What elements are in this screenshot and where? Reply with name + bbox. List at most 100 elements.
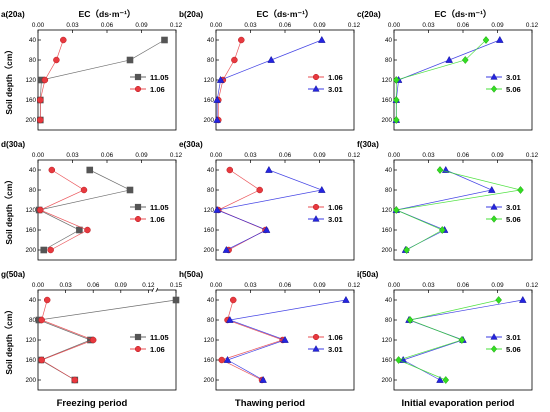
panel-f30a-legend-5-06-marker <box>490 215 498 223</box>
panel-e30a-series-1-06-line <box>217 169 267 251</box>
panel-c20a-series-5-06-point <box>461 56 469 64</box>
panel-a20a-legend-1-06-marker <box>134 85 142 93</box>
panel-a20a-ytick-label: 120 <box>25 77 36 84</box>
panel-f30a-xtick-label: 0.03 <box>422 152 435 159</box>
panel-h50a-xtick-label: 0.00 <box>210 282 223 289</box>
panel-a20a-legend-label: 11.05 <box>150 73 169 82</box>
panel-c20a-ytick-label: 120 <box>381 77 392 84</box>
panel-a20a-series-1-06-point <box>60 36 67 44</box>
panel-b20a-series-1-06-point <box>238 36 245 44</box>
panel-h50a-ytick-label: 80 <box>207 317 215 324</box>
panel-f30a-legend-3-01-marker <box>490 203 498 210</box>
panel-b20a: 0.00 0.03 0.06 0.09 0.12 40 80 120 160 200 b(20a) E… <box>179 9 361 131</box>
panel-f30a-series-5-06-point <box>392 206 400 214</box>
panel-e30a-legend-3-01-marker <box>312 215 320 222</box>
panel-h50a-xtick-label: 0.12 <box>348 282 361 289</box>
panel-d30a-xtick-label: 0.00 <box>32 152 45 159</box>
panel-f30a-label: f(30a) <box>357 140 379 149</box>
panel-f30a-ytick-label: 160 <box>381 227 392 234</box>
panel-i50a-ytick-label: 200 <box>381 377 392 384</box>
panel-f30a-series-5-06-point <box>438 226 446 234</box>
panel-i50a-series-5-06-point <box>495 296 502 304</box>
panel-h50a-xtick-label: 0.06 <box>279 282 292 289</box>
panel-f30a-xtick-label: 0.00 <box>388 152 401 159</box>
panel-d30a-series-11-05-line <box>38 169 132 251</box>
panel-i50a-series-5-06-line <box>397 299 499 381</box>
panel-a20a-series-1-06-point <box>37 116 44 124</box>
panel-h50a-series-3-01-point <box>223 355 232 363</box>
panel-d30a-series-1-06-line <box>39 169 89 251</box>
panel-f30a-ytick-label: 80 <box>385 187 393 194</box>
panel-g50a-axis-break-mark <box>151 287 155 293</box>
panel-c20a-xtick-label: 0.09 <box>491 22 504 29</box>
panel-d30a-ytick-label: 160 <box>25 227 36 234</box>
panel-h50a-ytick-label: 40 <box>207 297 215 304</box>
panel-h50a-series-3-01-point <box>342 295 350 303</box>
panel-g50a-ytick-label: 80 <box>29 317 37 324</box>
panel-e30a-series-3-01-point <box>317 185 326 193</box>
panel-d30a: 0.00 0.03 0.06 0.09 0.12 40 80 120 160 200 d(30a) S… <box>1 140 183 261</box>
panel-e30a-xtick-label: 0.00 <box>210 152 223 159</box>
panel-b20a-ytick-label: 120 <box>203 77 214 84</box>
panel-f30a-legend-label: 5.06 <box>506 215 521 224</box>
panel-e30a-xtick-label: 0.12 <box>348 152 361 159</box>
panel-h50a-xtick-label: 0.09 <box>313 282 326 289</box>
panel-i50a-series-3-01-point <box>436 375 444 383</box>
panel-c20a-xtick-label: 0.12 <box>526 22 539 29</box>
panel-g50a-series-1-06-point <box>89 336 97 344</box>
panel-a20a-xtick-label: 0.00 <box>32 22 45 29</box>
panel-a20a-legend-11-05-marker <box>134 73 142 81</box>
column-label-initial-evaporation: Initial evaporation period <box>402 398 515 409</box>
panel-d30a-legend-label: 1.06 <box>150 215 165 224</box>
panel-e30a-legend-1-06-marker <box>312 203 320 211</box>
panel-i50a-xtick-label: 0.03 <box>422 282 435 289</box>
panel-e30a-xtick-label: 0.06 <box>279 152 292 159</box>
panel-e30a: 0.00 0.03 0.06 0.09 0.12 40 80 120 160 200 e(30a) 1… <box>179 140 361 261</box>
panel-a20a-xtick-label: 0.12 <box>170 22 183 29</box>
panel-g50a-xtick-label: 0.15 <box>170 282 183 289</box>
panel-g50a: 0.00 0.03 0.06 0.09 0.12 0.15 40 80 120 160 200 g(5… <box>1 270 183 391</box>
panel-b20a-label: b(20a) <box>179 10 203 19</box>
panel-b20a-legend-label: 3.01 <box>328 85 344 94</box>
panel-c20a-series-5-06-point <box>392 76 400 84</box>
panel-h50a-ytick-label: 200 <box>203 377 214 384</box>
panel-g50a-axis-break-gap <box>152 288 157 292</box>
panel-h50a-series-3-01-point <box>281 335 289 343</box>
panel-i50a-series-5-06-point <box>406 316 414 324</box>
panel-h50a-legend-3-01-marker <box>312 345 320 352</box>
panel-c20a-series-5-06-point <box>392 116 400 124</box>
panel-c20a-label: c(20a) <box>357 10 381 19</box>
panel-i50a-ytick-label: 160 <box>381 357 392 364</box>
panel-d30a-series-1-06-point <box>80 186 88 194</box>
panel-d30a-series-1-06-point <box>47 246 54 254</box>
panel-h50a-series-3-01-point <box>225 315 234 323</box>
panel-i50a-label: i(50a) <box>357 270 379 279</box>
panel-g50a-series-1-06-point <box>43 296 51 304</box>
panel-d30a-legend-11-05-marker <box>134 203 142 211</box>
panel-a20a-ylabel: Soil depth（cm） <box>4 45 14 114</box>
panel-c20a-series-5-06-point <box>392 96 400 104</box>
panel-e30a-ytick-label: 200 <box>203 247 214 254</box>
panel-e30a-xtick-label: 0.09 <box>313 152 326 159</box>
panel-i50a-series-5-06-point <box>458 336 466 344</box>
panel-d30a-ytick-label: 40 <box>29 167 37 174</box>
panel-h50a-legend-label: 1.06 <box>328 333 343 342</box>
panel-i50a: 0.00 0.03 0.06 0.09 0.12 40 80 120 160 200 i(50a) 3… <box>357 270 539 391</box>
panel-b20a-series-3-01-point <box>267 55 276 63</box>
panel-h50a-label: h(50a) <box>179 270 203 279</box>
panel-b20a-xtick-label: 0.06 <box>279 22 292 29</box>
panel-i50a-legend-label: 3.01 <box>506 333 522 342</box>
panel-g50a-ytick-label: 120 <box>25 337 36 344</box>
panel-a20a-ytick-label: 40 <box>29 37 37 44</box>
panel-b20a-series-3-01-point <box>317 35 326 43</box>
panel-c20a-series-5-06-point <box>482 36 490 44</box>
panel-g50a-series-1-06-point <box>38 316 45 324</box>
panel-d30a-xtick-label: 0.12 <box>170 152 183 159</box>
panel-b20a-series-3-01-point <box>213 115 221 123</box>
panel-c20a-ytick-label: 80 <box>385 57 393 64</box>
panel-g50a-series-1-06-point <box>71 376 79 384</box>
panel-i50a-series-5-06-point <box>395 356 402 364</box>
panel-e30a-ytick-label: 160 <box>203 227 214 234</box>
panel-h50a-series-1-06-point <box>230 296 237 304</box>
panel-c20a-series-3-01-point <box>445 55 454 63</box>
